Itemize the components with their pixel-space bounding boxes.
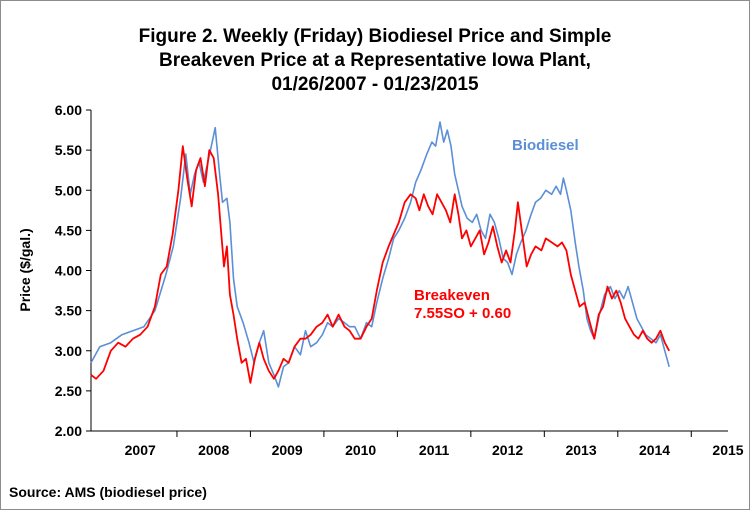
chart-title-line-1: Figure 2. Weekly (Friday) Biodiesel Pric… [138,26,612,47]
series-line-breakeven [90,145,670,384]
y-tick-label: 2.50 [55,383,82,399]
series-lines [90,121,670,388]
y-tick-label: 3.50 [55,303,82,319]
x-tick-label: 2012 [492,442,523,458]
y-tick-label: 4.00 [55,263,82,279]
x-tick-label: 2010 [345,442,376,458]
x-tick-label: 2011 [419,442,450,458]
x-axis: 2007 2008 2009 2010 2011 2012 2013 2014 2015 [91,430,744,458]
y-tick-label: 2.00 [55,423,82,439]
legend-label-biodiesel: Biodiesel [512,137,579,154]
y-tick-label: 3.00 [55,343,82,359]
x-tick-label: 2015 [712,442,743,458]
x-tick-label: 2008 [198,442,229,458]
x-tick-label: 2009 [272,442,303,458]
chart-title-line-3: 01/26/2007 - 01/23/2015 [271,74,479,95]
legend-label-breakeven-formula: 7.55SO + 0.60 [414,305,511,322]
y-tick-label: 5.00 [55,182,82,198]
y-tick-label: 5.50 [55,142,82,158]
y-tick-label: 6.00 [55,102,82,118]
source-note: Source: AMS (biodiesel price) [9,484,207,500]
y-axis: 2.00 2.50 3.00 3.50 4.00 4.50 5.00 5.50 6.00 [55,102,92,439]
x-tick-label: 2007 [125,442,156,458]
chart-title-line-2: Breakeven Price at a Representative Iowa… [159,50,591,71]
series-line-biodiesel [90,121,670,388]
x-tick-label: 2013 [565,442,596,458]
y-axis-label: Price ($/gal.) [17,228,33,311]
y-tick-label: 4.50 [55,222,82,238]
legend-label-breakeven: Breakeven [414,287,490,304]
x-tick-label: 2014 [639,442,670,458]
